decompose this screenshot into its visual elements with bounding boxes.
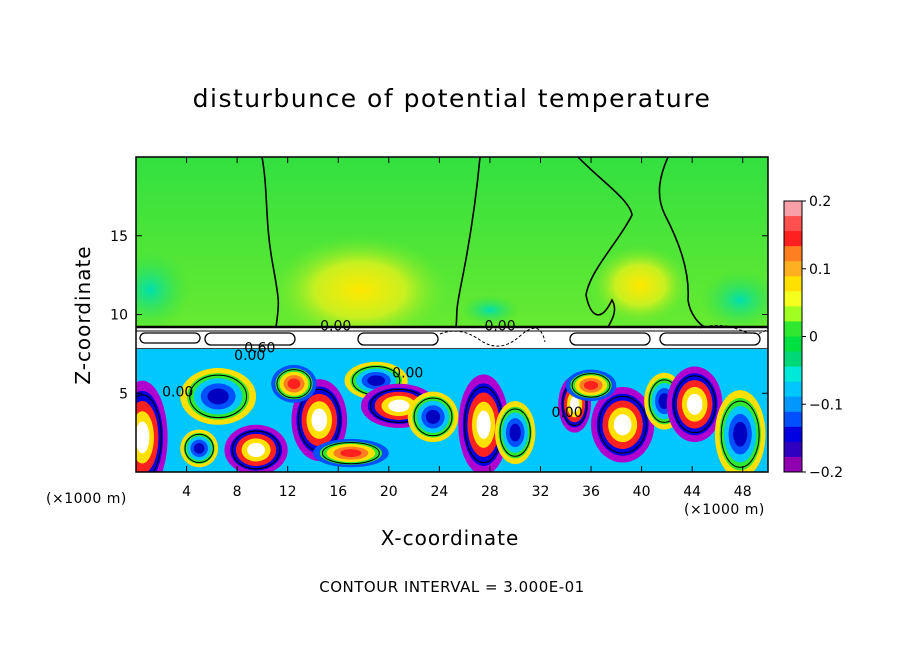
y-axis-label: Z-coordinate — [71, 245, 95, 385]
contour-ring — [413, 397, 453, 437]
contour-ring — [499, 408, 531, 457]
x-tick-label: 4 — [182, 484, 191, 500]
x-unit-right: (×1000 m) — [684, 502, 765, 518]
anomaly-cell — [340, 449, 362, 458]
contour-label: 0.00 — [392, 366, 423, 382]
x-unit-left: (×1000 m) — [46, 491, 127, 507]
anomaly-cell — [570, 396, 580, 413]
anomaly-cell — [583, 380, 599, 390]
x-tick-label: 24 — [430, 484, 448, 500]
cool-anomaly-1 — [136, 250, 190, 330]
colorbar-swatch — [784, 366, 802, 383]
colorbar-swatch — [784, 381, 802, 398]
anomaly-cell — [686, 393, 703, 415]
colorbar-swatch — [784, 441, 802, 458]
colorbar-swatch — [784, 201, 802, 217]
colorbar-swatch — [784, 336, 802, 353]
colorbar-tick-label: 0.2 — [809, 194, 831, 210]
anomaly-cell — [136, 421, 150, 454]
colorbar-tick-label: −0.2 — [809, 465, 843, 481]
warm-anomaly-2 — [590, 245, 690, 325]
contour-interval-note: CONTOUR INTERVAL = 3.000E-01 — [319, 578, 585, 596]
colorbar-tick-label: 0 — [809, 330, 818, 346]
colorbar-tick-label: −0.1 — [809, 397, 843, 413]
colorbar-swatch — [784, 231, 802, 247]
anomaly-cell — [247, 442, 265, 458]
anomaly-cell — [287, 378, 301, 390]
x-tick-label: 28 — [481, 484, 499, 500]
y-tick-label: 5 — [119, 386, 128, 402]
warm-anomaly-1 — [270, 235, 450, 345]
contour-ring — [136, 394, 162, 472]
colorbar-swatch — [784, 306, 802, 322]
contour-ring — [321, 441, 380, 465]
anomaly-cell — [613, 414, 632, 436]
colorbar-swatch — [784, 291, 802, 307]
x-tick-label: 20 — [380, 484, 398, 500]
x-tick-label: 12 — [279, 484, 297, 500]
anomaly-cell — [733, 421, 748, 447]
colorbar-tick-label: 0.1 — [809, 262, 831, 278]
y-axis-ticks: 5 10 15 — [110, 229, 768, 402]
contour-label: 0.60 — [244, 340, 275, 356]
anomaly-cell — [509, 423, 521, 442]
colorbar-swatch — [784, 261, 802, 277]
colorbar-swatch — [784, 246, 802, 262]
colorbar-swatch — [784, 351, 802, 368]
contour-ring — [598, 395, 647, 454]
anomaly-cell — [207, 388, 229, 405]
contour-label: 0.00 — [484, 318, 515, 334]
colorbar-swatch — [784, 276, 802, 292]
anomaly-cell — [388, 399, 410, 413]
zero-contour-4 — [658, 157, 706, 328]
contour-label: 0.00 — [234, 348, 265, 364]
colorbar-swatch — [784, 216, 802, 232]
contour-label: 0.00 — [162, 384, 193, 400]
colorbar-swatch — [784, 396, 802, 413]
contour-labels: 0.00 0.000.600.000.000.000.00 — [162, 318, 582, 421]
cool-anomaly-3 — [460, 295, 520, 325]
x-axis-ticks: 4 8 12 16 20 24 28 32 36 40 44 48 — [182, 157, 752, 500]
contour-ring — [184, 433, 214, 464]
colorbar-swatch — [784, 456, 802, 473]
zero-contour-3 — [577, 157, 633, 328]
colorbar-swatch — [784, 321, 802, 337]
anomaly-cell — [311, 408, 328, 432]
y-tick-label: 10 — [110, 308, 128, 324]
anomaly-cell — [193, 443, 205, 454]
contour-ring — [571, 373, 611, 398]
cool-anomaly-2 — [700, 270, 768, 330]
contour-ring — [720, 400, 760, 468]
contour-ring — [189, 374, 248, 419]
interface-band — [136, 327, 768, 349]
x-tick-label: 16 — [329, 484, 347, 500]
anomaly-cell — [367, 375, 386, 386]
x-axis-label: X-coordinate — [380, 526, 520, 550]
zero-contour-2 — [455, 157, 481, 328]
colorbar-swatch — [784, 411, 802, 428]
contour-ring — [276, 369, 312, 399]
x-tick-label: 44 — [683, 484, 701, 500]
x-tick-label: 36 — [582, 484, 600, 500]
x-tick-label: 48 — [734, 484, 752, 500]
contour-label: 0.00 — [551, 405, 582, 421]
x-tick-label: 8 — [233, 484, 242, 500]
colorbar-swatch — [784, 426, 802, 443]
contour-ring — [673, 375, 717, 434]
contour-label: 0.00 — [320, 318, 351, 334]
x-tick-label: 40 — [633, 484, 651, 500]
chart-title: disturbunce of potential temperature — [192, 84, 712, 113]
anomaly-cell — [476, 410, 491, 439]
turbulent-cells — [136, 361, 766, 472]
y-tick-label: 15 — [110, 229, 128, 245]
contour-ring — [231, 430, 281, 470]
zero-contour-1 — [261, 157, 280, 328]
colorbar: 0.2 0.1 0 −0.1 −0.2 — [783, 194, 843, 481]
anomaly-cell — [425, 409, 441, 424]
x-tick-label: 32 — [532, 484, 550, 500]
